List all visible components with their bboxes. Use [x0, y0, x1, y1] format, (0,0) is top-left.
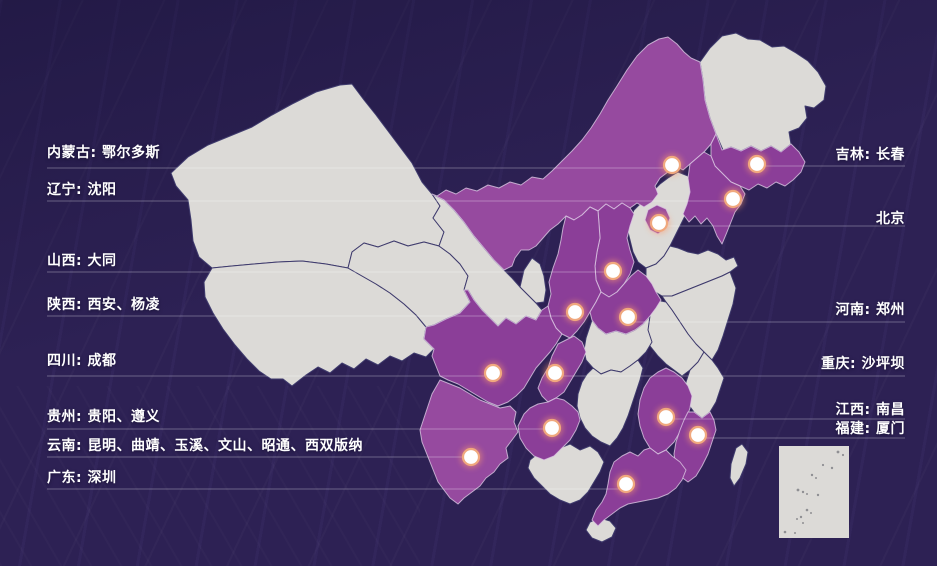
province-henan[interactable] [589, 269, 662, 335]
marker-yunnan[interactable] [460, 446, 482, 468]
provinces-default [170, 32, 827, 543]
marker-chongqing[interactable] [544, 362, 566, 384]
marker-sichuan[interactable] [482, 362, 504, 384]
province-hunan[interactable] [576, 359, 644, 447]
province-shaanxi[interactable] [547, 206, 602, 339]
label-shaanxi: 陕西: 西安、杨凌 [47, 297, 160, 313]
label-guizhou: 贵州: 贵阳、遵义 [47, 409, 160, 425]
marker-shaanxi[interactable] [564, 301, 586, 323]
province-guangdong[interactable] [591, 447, 687, 527]
province-liaoning[interactable] [682, 151, 746, 245]
leader-lines [47, 165, 905, 490]
marker-fujian[interactable] [687, 424, 709, 446]
marker-guizhou[interactable] [541, 417, 563, 439]
label-jilin: 吉林: 长春 [835, 147, 905, 163]
label-shanxi: 山西: 大同 [47, 253, 117, 269]
province-taiwan[interactable] [729, 443, 749, 487]
label-guangdong: 广东: 深圳 [47, 470, 117, 486]
marker-jiangxi[interactable] [655, 406, 677, 428]
label-fujian: 福建: 厦门 [835, 421, 905, 437]
marker-shanxi[interactable] [602, 260, 624, 282]
marker-neimenggu[interactable] [661, 154, 683, 176]
province-heilongjiang[interactable] [699, 32, 827, 153]
province-ningxia[interactable] [519, 257, 547, 304]
province-xinjiang[interactable] [170, 83, 445, 269]
marker-liaoning[interactable] [722, 188, 744, 210]
marker-jilin[interactable] [746, 153, 768, 175]
marker-henan[interactable] [617, 306, 639, 328]
label-neimenggu: 内蒙古: 鄂尔多斯 [47, 145, 160, 161]
south-china-sea-inset [779, 446, 849, 538]
city-markers [460, 153, 768, 495]
marker-beijing[interactable] [648, 212, 670, 234]
marker-guangdong[interactable] [615, 473, 637, 495]
label-beijing: 北京 [876, 211, 905, 227]
label-liaoning: 辽宁: 沈阳 [47, 182, 117, 198]
province-yunnan[interactable] [419, 379, 519, 505]
label-jiangxi: 江西: 南昌 [835, 402, 905, 418]
province-sichuan[interactable] [423, 289, 563, 407]
label-sichuan: 四川: 成都 [47, 353, 117, 369]
label-chongqing: 重庆: 沙坪坝 [821, 356, 905, 372]
label-henan: 河南: 郑州 [835, 302, 905, 318]
label-yunnan: 云南: 昆明、曲靖、玉溪、文山、昭通、西双版纳 [47, 438, 363, 454]
